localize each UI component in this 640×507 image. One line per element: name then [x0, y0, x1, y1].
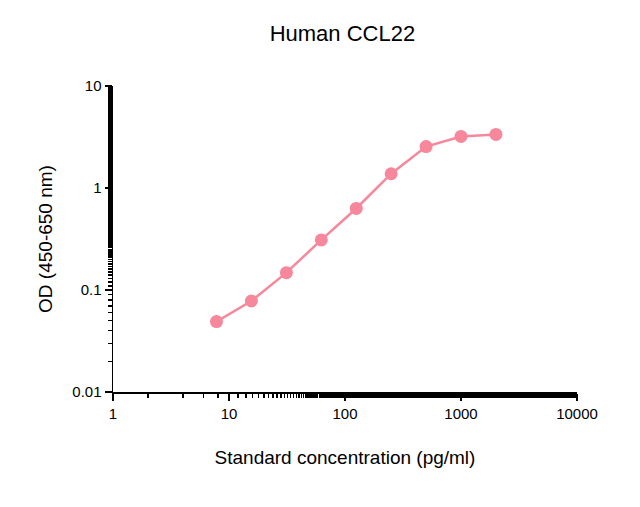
- svg-text:10: 10: [221, 405, 238, 422]
- svg-text:0.1: 0.1: [81, 281, 102, 298]
- svg-text:1: 1: [109, 405, 117, 422]
- svg-text:100: 100: [332, 405, 357, 422]
- svg-text:10000: 10000: [556, 405, 598, 422]
- svg-text:0.01: 0.01: [72, 383, 101, 400]
- svg-text:1: 1: [93, 179, 101, 196]
- svg-text:1000: 1000: [444, 405, 477, 422]
- svg-text:OD (450-650 nm): OD (450-650 nm): [35, 165, 56, 313]
- svg-text:10: 10: [85, 77, 102, 94]
- svg-text:Human CCL22: Human CCL22: [270, 21, 416, 46]
- svg-text:Standard concentration (pg/ml): Standard concentration (pg/ml): [215, 447, 476, 468]
